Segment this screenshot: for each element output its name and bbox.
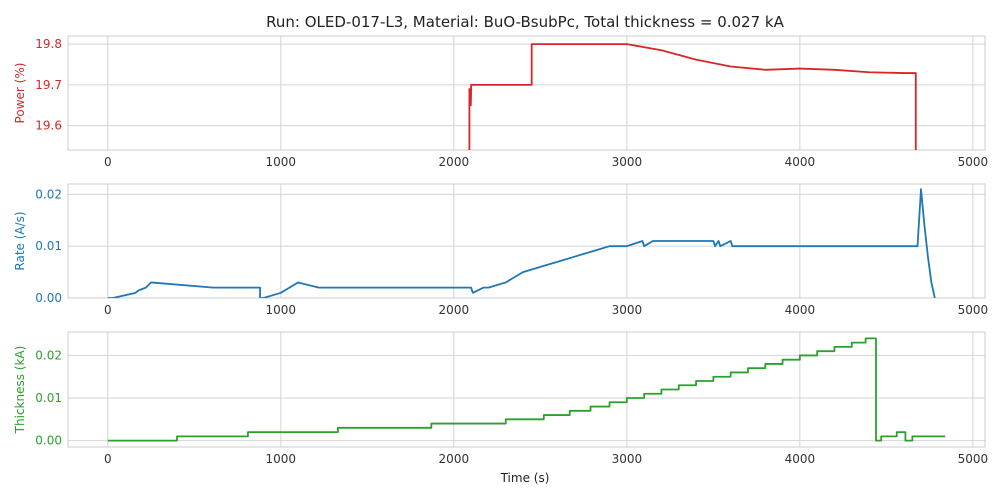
x-tick-label: 2000 <box>439 155 470 169</box>
x-tick-label: 5000 <box>958 303 989 317</box>
x-tick-label: 1000 <box>266 452 297 466</box>
series-line <box>468 43 917 150</box>
x-tick-label: 2000 <box>439 303 470 317</box>
y-axis-label: Power (%) <box>13 63 27 124</box>
x-tick-label: 5000 <box>958 155 989 169</box>
x-tick-label: 4000 <box>785 303 816 317</box>
x-tick-label: 1000 <box>266 303 297 317</box>
panel-1: 0 1000 2000 3000 4000 5000 19.6 19.7 19.8 Power (… <box>13 35 989 169</box>
x-tick-label: 5000 <box>958 452 989 466</box>
panel-3: 0 1000 2000 3000 4000 5000 0.00 0.01 0.02 Thickne… <box>13 331 989 466</box>
series-line <box>107 337 946 442</box>
x-tick-label: 2000 <box>439 452 470 466</box>
y-tick-label: 0.00 <box>35 434 62 448</box>
y-tick-label: 0.01 <box>35 391 62 405</box>
panel-frame <box>67 35 986 151</box>
y-axis-label: Rate (A/s) <box>13 211 27 270</box>
y-tick-label: 19.8 <box>35 37 62 51</box>
series-line <box>107 188 936 298</box>
x-axis-label: Time (s) <box>500 471 550 485</box>
x-tick-label: 4000 <box>785 452 816 466</box>
y-tick-label: 0.02 <box>35 348 62 362</box>
panel-2: 0 1000 2000 3000 4000 5000 0.00 0.01 0.02 Rate (A… <box>13 183 989 317</box>
x-tick-label: 1000 <box>266 155 297 169</box>
x-tick-label: 0 <box>104 303 112 317</box>
x-tick-label: 4000 <box>785 155 816 169</box>
panel-frame <box>67 183 986 299</box>
x-tick-label: 3000 <box>612 303 643 317</box>
y-axis-label: Thickness (kA) <box>13 346 27 435</box>
panel-frame <box>67 331 986 448</box>
y-tick-label: 0.02 <box>35 187 62 201</box>
y-tick-label: 0.00 <box>35 291 62 305</box>
x-tick-label: 0 <box>104 155 112 169</box>
x-tick-label: 3000 <box>612 155 643 169</box>
x-tick-label: 0 <box>104 452 112 466</box>
y-tick-label: 19.6 <box>35 119 62 133</box>
x-tick-label: 3000 <box>612 452 643 466</box>
chart-title: Run: OLED-017-L3, Material: BuO-BsubPc, … <box>266 13 784 31</box>
y-tick-label: 0.01 <box>35 239 62 253</box>
y-tick-label: 19.7 <box>35 78 62 92</box>
